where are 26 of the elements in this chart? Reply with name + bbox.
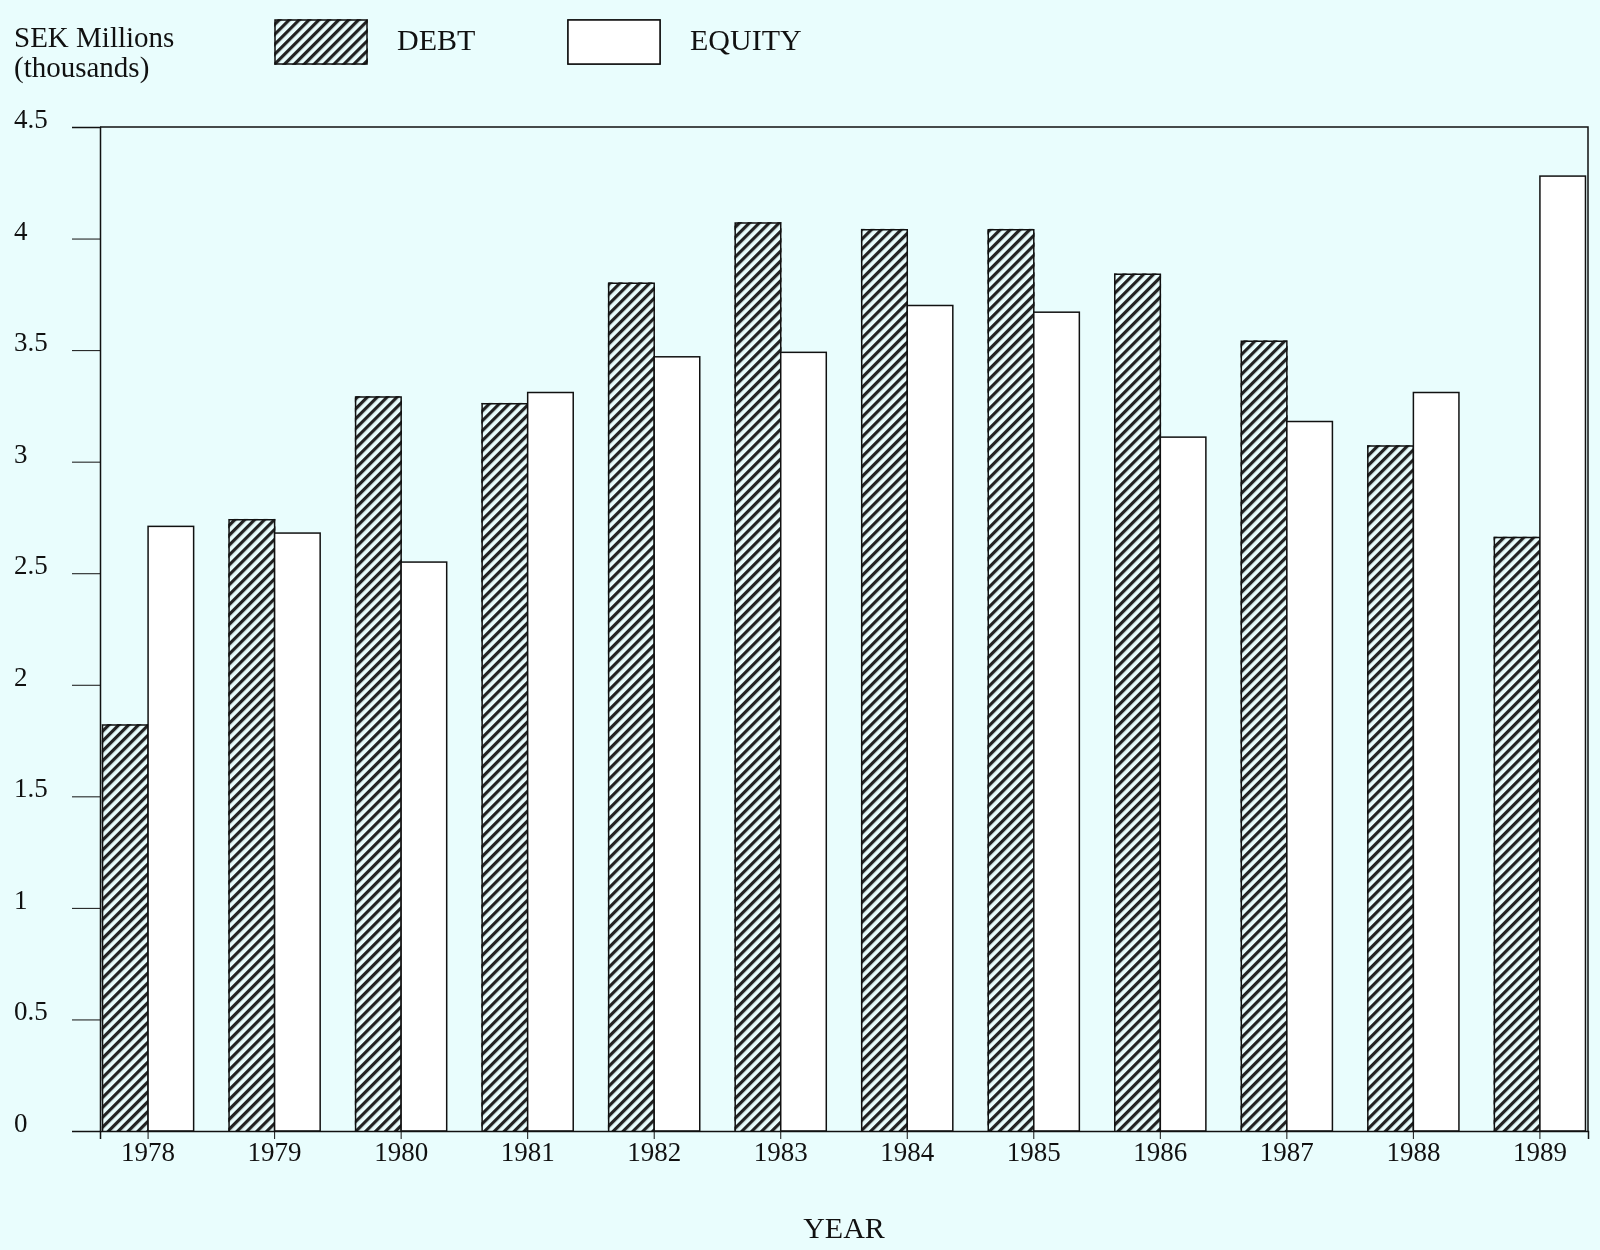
y-tick-label: 0 (14, 1108, 28, 1139)
x-tick-label: 1981 (500, 1137, 555, 1168)
y-tick-label: 3.5 (14, 327, 48, 358)
x-axis-title: YEAR (803, 1211, 885, 1244)
y-tick-label: 4 (14, 215, 28, 246)
legend-label: DEBT (397, 23, 476, 56)
x-tick-label: 1984 (880, 1137, 935, 1168)
y-axis-title: SEK Millions (thousands) (14, 21, 176, 83)
x-tick-label: 1989 (1512, 1137, 1567, 1168)
y-tick-label: 4.5 (14, 104, 48, 135)
x-tick-label: 1985 (1006, 1137, 1061, 1168)
x-tick-label: 1988 (1386, 1137, 1441, 1168)
x-tick-label: 1983 (753, 1137, 808, 1168)
y-tick-label: 2 (14, 661, 28, 692)
x-tick-label: 1979 (247, 1137, 302, 1168)
y-tick-label: 1 (14, 884, 28, 915)
y-tick-label: 0.5 (14, 996, 48, 1027)
legend-label: EQUITY (690, 23, 802, 56)
y-tick-label: 2.5 (14, 550, 48, 581)
x-tick-label: 1982 (627, 1137, 682, 1168)
x-tick-label: 1986 (1133, 1137, 1188, 1168)
y-tick-label: 3 (14, 438, 28, 469)
x-tick-label: 1980 (374, 1137, 429, 1168)
y-tick-label: 1.5 (14, 773, 48, 804)
x-tick-label: 1987 (1259, 1137, 1314, 1168)
x-tick-label: 1978 (121, 1137, 176, 1168)
